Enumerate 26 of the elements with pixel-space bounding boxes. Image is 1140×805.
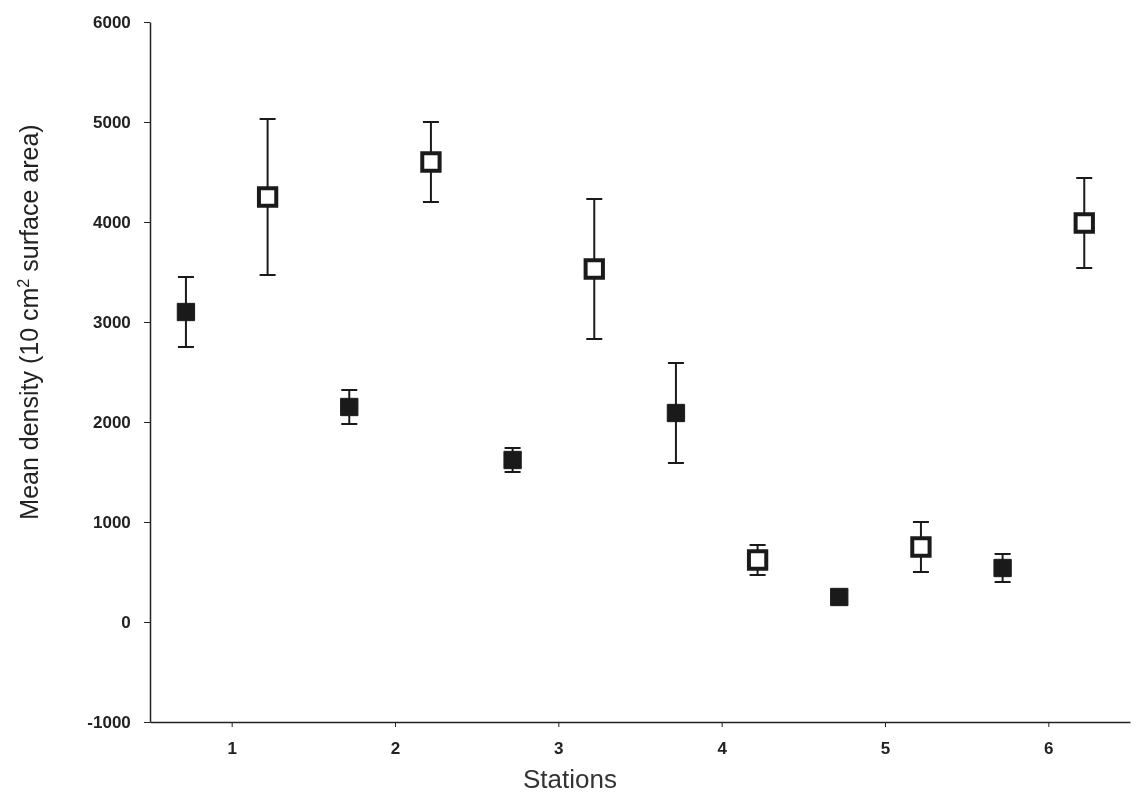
y-tick-label: 6000 xyxy=(92,12,131,32)
x-tick-label: 3 xyxy=(554,738,564,758)
point xyxy=(666,403,686,423)
y-tick-label: 1000 xyxy=(92,512,131,532)
y-tick-label: 3000 xyxy=(92,312,131,332)
point xyxy=(746,549,769,571)
point xyxy=(993,558,1012,578)
x-tick-label: 4 xyxy=(717,738,728,758)
point xyxy=(256,186,279,208)
x-axis-title: Stations xyxy=(523,764,617,794)
x-tick-label: 5 xyxy=(880,738,891,758)
y-tick-label: 4000 xyxy=(92,212,131,232)
point xyxy=(910,536,932,558)
y-tick-label: -1000 xyxy=(87,712,131,732)
point xyxy=(420,151,442,173)
y-tick-label: 0 xyxy=(121,612,131,632)
x-tick-label: 1 xyxy=(227,738,237,758)
point xyxy=(1073,212,1095,234)
y-tick-label: 5000 xyxy=(92,112,131,132)
x-tick-label: 2 xyxy=(390,738,401,758)
y-tick-label: 2000 xyxy=(92,412,131,432)
point xyxy=(830,587,849,607)
point xyxy=(176,302,196,322)
x-tick-label: 6 xyxy=(1044,738,1054,758)
point xyxy=(340,397,359,417)
point xyxy=(583,258,605,280)
